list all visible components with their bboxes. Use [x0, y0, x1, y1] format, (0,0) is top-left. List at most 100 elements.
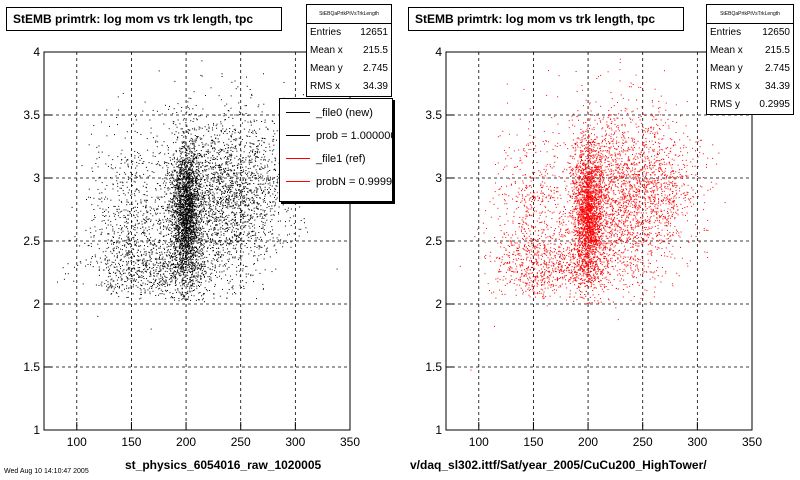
scatter-point	[256, 188, 258, 190]
scatter-point	[202, 235, 204, 237]
scatter-point	[106, 135, 108, 137]
scatter-point	[108, 259, 110, 261]
scatter-point	[213, 195, 215, 197]
scatter-point	[266, 164, 268, 166]
scatter-point	[169, 265, 171, 267]
scatter-point	[191, 229, 193, 231]
scatter-point	[216, 123, 218, 125]
scatter-point	[124, 156, 126, 158]
scatter-point	[197, 206, 199, 208]
scatter-point	[210, 142, 212, 144]
scatter-point	[182, 271, 184, 273]
scatter-point	[188, 212, 190, 214]
scatter-point	[169, 261, 171, 263]
scatter-point	[203, 204, 205, 206]
scatter-point	[171, 170, 173, 172]
scatter-point	[194, 135, 196, 136]
scatter-point	[158, 153, 160, 155]
scatter-point	[253, 191, 255, 193]
scatter-point	[238, 199, 240, 201]
scatter-point	[188, 178, 190, 180]
scatter-point	[192, 156, 194, 158]
scatter-point	[237, 207, 239, 209]
scatter-point	[216, 232, 218, 234]
scatter-point	[184, 258, 186, 260]
scatter-point	[223, 185, 225, 187]
scatter-point	[222, 216, 223, 218]
scatter-point	[159, 152, 161, 154]
scatter-point	[184, 165, 186, 167]
scatter-point	[236, 192, 238, 194]
scatter-point	[186, 266, 188, 268]
scatter-point	[286, 211, 288, 213]
scatter-point	[190, 300, 192, 301]
scatter-point	[274, 133, 276, 135]
scatter-point	[110, 164, 112, 166]
scatter-point	[152, 244, 154, 246]
scatter-point	[228, 202, 230, 204]
scatter-point	[220, 99, 222, 101]
scatter-point	[128, 272, 130, 273]
scatter-point	[140, 245, 142, 247]
scatter-point	[240, 262, 242, 264]
scatter-point	[219, 237, 221, 238]
scatter-point	[202, 192, 204, 194]
scatter-point	[230, 107, 232, 109]
scatter-point	[232, 117, 234, 119]
scatter-point	[162, 267, 164, 269]
scatter-point	[183, 213, 185, 215]
scatter-point	[206, 220, 208, 222]
scatter-point	[136, 214, 138, 216]
scatter-point	[98, 156, 100, 158]
scatter-point	[112, 286, 114, 288]
scatter-point	[167, 290, 168, 291]
scatter-point	[216, 235, 218, 236]
scatter-point	[186, 171, 188, 173]
scatter-point	[101, 285, 103, 287]
scatter-point	[190, 244, 192, 246]
scatter-point	[184, 186, 186, 188]
scatter-point	[229, 191, 231, 193]
scatter-point	[191, 235, 192, 237]
scatter-point	[179, 206, 181, 208]
scatter-point	[208, 208, 210, 209]
scatter-point	[186, 183, 188, 185]
scatter-point	[152, 225, 154, 227]
scatter-point	[282, 242, 284, 244]
scatter-point	[223, 217, 225, 219]
scatter-point	[192, 182, 193, 184]
scatter-point	[218, 141, 220, 143]
scatter-point	[249, 198, 251, 200]
scatter-point	[132, 123, 134, 125]
scatter-point	[187, 131, 189, 133]
scatter-point	[173, 186, 175, 188]
scatter-point	[116, 257, 118, 259]
scatter-point	[186, 225, 188, 227]
scatter-point	[128, 257, 130, 259]
scatter-point	[194, 238, 196, 240]
scatter-point	[191, 140, 193, 142]
scatter-point	[158, 70, 160, 72]
scatter-point	[210, 185, 212, 187]
scatter-point	[228, 201, 230, 203]
scatter-point	[199, 243, 201, 245]
scatter-point	[190, 230, 192, 232]
scatter-point	[186, 190, 188, 192]
scatter-point	[187, 270, 189, 272]
scatter-point	[235, 244, 237, 246]
scatter-point	[174, 227, 176, 229]
scatter-point	[271, 150, 273, 152]
scatter-point	[126, 285, 128, 287]
scatter-point	[159, 261, 161, 263]
scatter-point	[173, 158, 175, 160]
scatter-point	[153, 208, 155, 210]
scatter-point	[174, 204, 176, 205]
scatter-point	[193, 196, 195, 198]
scatter-point	[191, 208, 193, 210]
scatter-point	[187, 251, 188, 253]
scatter-point	[248, 163, 250, 165]
scatter-point	[143, 231, 144, 233]
scatter-point	[239, 254, 241, 256]
scatter-point	[165, 282, 166, 284]
scatter-point	[189, 225, 191, 227]
